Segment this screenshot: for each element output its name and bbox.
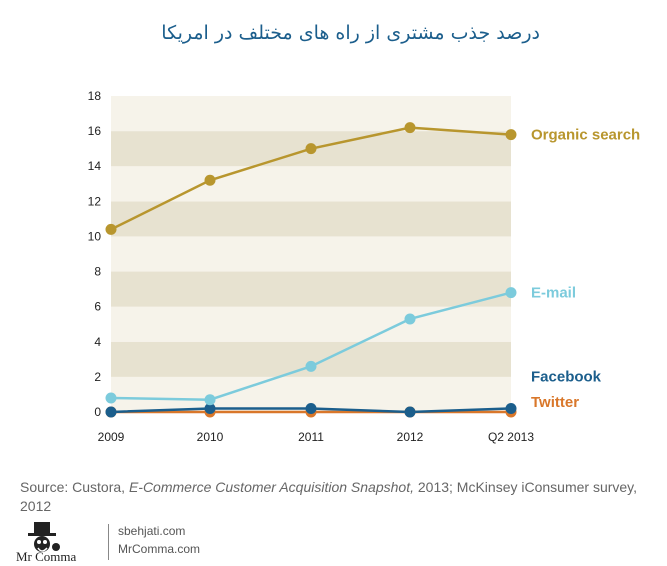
data-point bbox=[105, 223, 117, 235]
data-point bbox=[505, 402, 517, 414]
y-tick-label: 18 bbox=[88, 89, 102, 103]
data-point bbox=[404, 122, 416, 134]
series-labels: Organic search E-mail Facebook Twitter bbox=[531, 127, 640, 411]
x-tick-label: 2012 bbox=[397, 430, 424, 444]
source-prefix: Source: Custora, bbox=[20, 479, 129, 495]
data-point bbox=[305, 143, 317, 155]
y-tick-label: 6 bbox=[94, 300, 101, 314]
source-suffix: 2013; McKinsey iConsumer survey, 2012 bbox=[20, 479, 638, 514]
data-point bbox=[204, 394, 216, 406]
x-tick-label: 2010 bbox=[197, 430, 224, 444]
mr-comma-logo-icon: Mr Comma bbox=[16, 522, 77, 564]
grid-band bbox=[111, 96, 511, 132]
site-link-1[interactable]: sbehjati.com bbox=[118, 524, 186, 538]
y-tick-label: 14 bbox=[88, 159, 102, 173]
logo-brand-text: Mr Comma bbox=[16, 549, 77, 564]
footer-branding: Mr Comma sbehjati.com MrComma.com bbox=[16, 520, 316, 564]
grid-band bbox=[111, 271, 511, 307]
grid-band bbox=[111, 166, 511, 202]
data-point bbox=[404, 313, 416, 325]
series-label: Organic search bbox=[531, 127, 640, 144]
y-tick-label: 8 bbox=[94, 265, 101, 279]
data-point bbox=[404, 406, 416, 418]
footer-divider bbox=[108, 524, 109, 560]
series-points bbox=[105, 122, 517, 418]
y-tick-label: 0 bbox=[94, 405, 101, 419]
source-italic: E-Commerce Customer Acquisition Snapshot… bbox=[128, 479, 414, 495]
data-point bbox=[105, 406, 117, 418]
series-label: Facebook bbox=[531, 368, 602, 385]
grid-band bbox=[111, 201, 511, 237]
data-point bbox=[105, 392, 117, 404]
y-axis-ticks: 0 2 4 6 8 10 12 14 16 18 bbox=[88, 89, 102, 419]
x-tick-label: 2009 bbox=[98, 430, 125, 444]
grid-band bbox=[111, 306, 511, 342]
data-point bbox=[305, 402, 317, 414]
series-label: E-mail bbox=[531, 285, 576, 302]
data-point bbox=[204, 174, 216, 186]
x-axis-ticks: 2009 2010 2011 2012 Q2 2013 bbox=[98, 430, 535, 444]
grid-band bbox=[111, 236, 511, 272]
data-point bbox=[204, 402, 216, 414]
data-point bbox=[505, 129, 517, 141]
data-point bbox=[305, 360, 317, 372]
series-label: Twitter bbox=[531, 394, 579, 411]
y-tick-label: 12 bbox=[88, 194, 102, 208]
grid-bands bbox=[111, 96, 511, 412]
y-tick-label: 16 bbox=[88, 124, 102, 138]
source-note: Source: Custora, E-Commerce Customer Acq… bbox=[20, 478, 660, 516]
site-link-2[interactable]: MrComma.com bbox=[118, 542, 201, 556]
y-tick-label: 2 bbox=[94, 370, 101, 384]
x-tick-label: Q2 2013 bbox=[488, 430, 534, 444]
data-point bbox=[505, 287, 517, 299]
x-tick-label: 2011 bbox=[298, 430, 324, 444]
y-tick-label: 4 bbox=[94, 335, 101, 349]
y-tick-label: 10 bbox=[88, 229, 102, 243]
chart-title: درصد جذب مشتری از راه های مختلف در امریک… bbox=[161, 22, 540, 44]
